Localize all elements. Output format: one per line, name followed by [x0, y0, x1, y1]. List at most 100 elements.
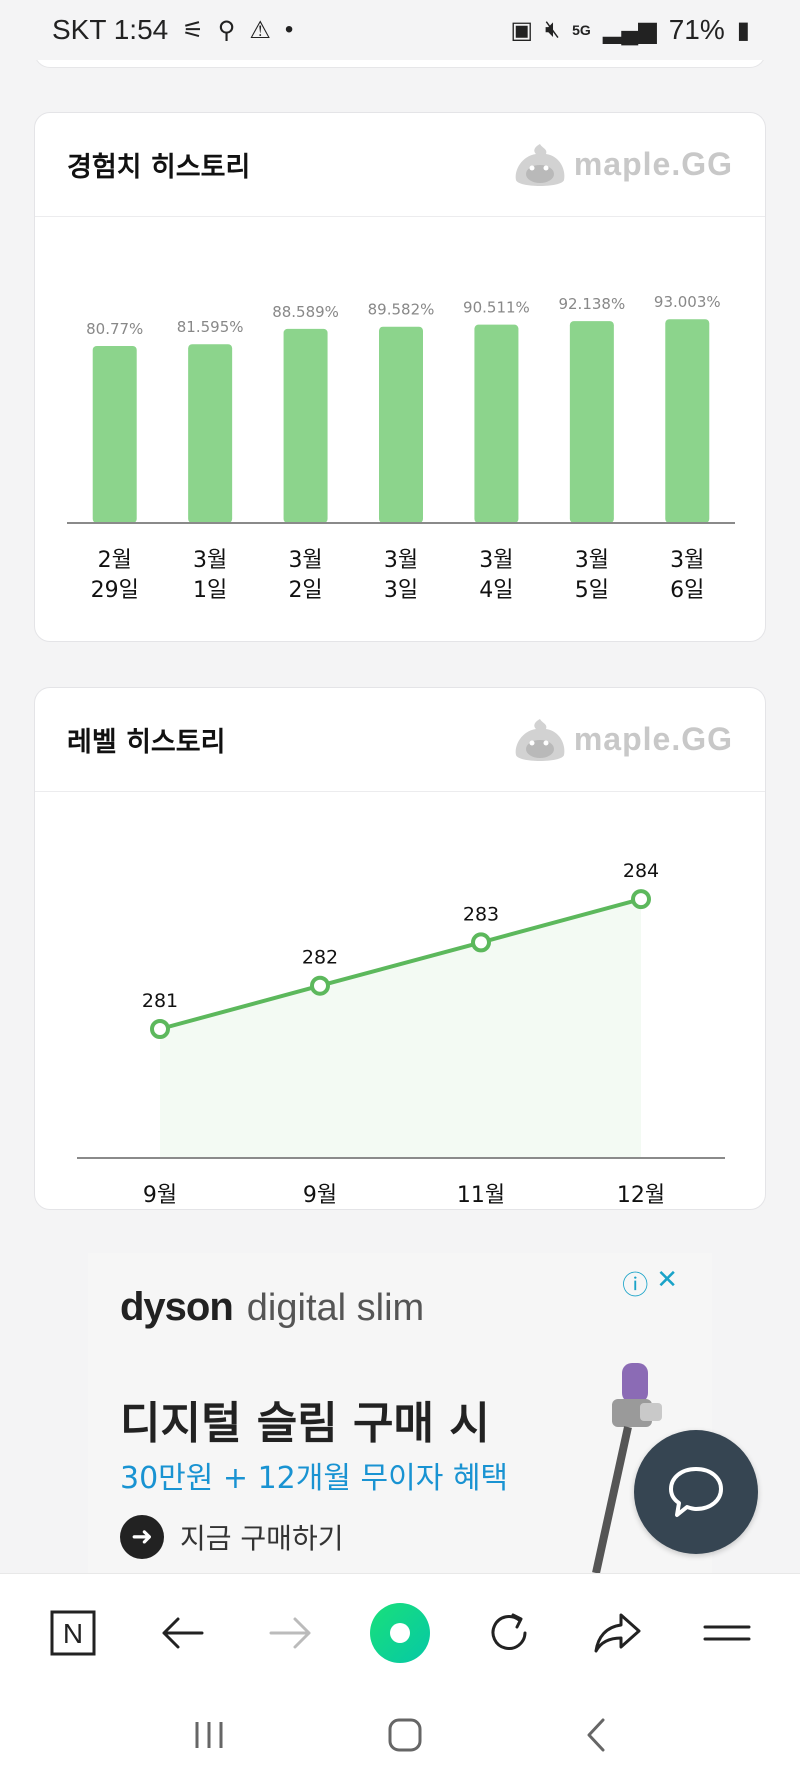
carrier-time: SKT 1:54: [52, 14, 169, 45]
network-type: 5G: [572, 22, 591, 38]
exp-bar: [283, 328, 328, 523]
exp-bar: [569, 321, 614, 523]
exp-bar: [188, 344, 233, 523]
arrow-right-icon: ➜: [120, 1515, 164, 1559]
signal-icon: ▂▄▆: [602, 16, 657, 44]
level-area-fill: [160, 899, 641, 1158]
exp-history-card: 경험치 히스토리 maple.GG 80.77% 2월 29일 81.595% 3월 1일…: [34, 112, 766, 642]
exp-card-header: 경험치 히스토리 maple.GG: [35, 113, 765, 217]
level-series-line: [159, 897, 642, 1031]
exp-value-label: 90.511%: [463, 299, 530, 317]
level-card-title: 레벨 히스토리: [67, 727, 226, 758]
exp-bar: [665, 319, 710, 523]
battery-icon: ▮: [736, 16, 750, 44]
ad-controls: ⓘ ✕: [622, 1265, 678, 1302]
green-dot-button[interactable]: [360, 1593, 440, 1673]
level-x-tick-label: 12월: [617, 1183, 665, 1208]
ad-close-icon[interactable]: ✕: [656, 1265, 678, 1295]
vacuum-cleaner-icon: [592, 1363, 662, 1573]
back-icon[interactable]: [581, 1716, 611, 1754]
exp-x-tick-label: 1일: [193, 578, 227, 603]
warning-icon: ⚠: [249, 16, 271, 44]
level-data-point: [631, 889, 651, 910]
forward-button[interactable]: [251, 1593, 331, 1673]
share-arrow-icon: [594, 1613, 641, 1652]
ad-headline: 디지털 슬림 구매 시: [120, 1398, 490, 1449]
level-data-point: [471, 932, 491, 953]
level-value-label: 282: [302, 947, 338, 969]
exp-x-tick-label: 2일: [288, 578, 322, 603]
ad-cta-button[interactable]: ➜ 지금 구매하기: [120, 1515, 343, 1559]
ad-info-icon[interactable]: ⓘ: [622, 1271, 649, 1301]
exp-card-title: 경험치 히스토리: [67, 152, 251, 183]
slime-icon: [515, 718, 565, 761]
dyson-ad-banner[interactable]: dyson digital slim ⓘ ✕ 디지털 슬림 구매 시 30만원 …: [88, 1253, 712, 1573]
level-card-header: 레벨 히스토리 maple.GG: [35, 688, 765, 792]
status-bar: SKT 1:54 ⚟ ⚲ ⚠ • ▣ 🔇︎ 5G ▂▄▆ 71% ▮: [0, 0, 800, 60]
level-value-label: 283: [463, 903, 499, 925]
maple-gg-logo: maple.GG: [512, 140, 733, 190]
ad-brand: dyson digital slim: [120, 1285, 424, 1330]
exp-x-tick-label: 3월: [575, 548, 609, 573]
hamburger-icon: [703, 1625, 751, 1640]
system-nav-bar: [0, 1691, 800, 1778]
exp-value-label: 92.138%: [558, 295, 625, 313]
exp-bar-chart: 80.77% 2월 29일 81.595% 3월 1일 88.589% 3월 2일 89.582%…: [67, 293, 735, 603]
menu-button[interactable]: [687, 1593, 767, 1673]
logo-text: maple.GG: [573, 146, 733, 182]
exp-value-label: 89.582%: [368, 301, 435, 319]
home-icon[interactable]: [386, 1716, 424, 1754]
ad-subline: 30만원 + 12개월 무이자 혜택: [120, 1461, 509, 1496]
exp-value-label: 88.589%: [272, 303, 339, 321]
reload-button[interactable]: [469, 1593, 549, 1673]
level-data-point: [150, 1019, 170, 1039]
exp-x-tick-label: 3월: [288, 548, 322, 573]
exp-x-tick-label: 3월: [670, 548, 704, 573]
exp-x-tick-label: 3일: [384, 578, 418, 603]
person-icon: ⚲: [217, 16, 236, 44]
maple-gg-logo: maple.GG: [512, 715, 733, 765]
exp-value-label: 80.77%: [86, 320, 143, 338]
mute-icon: 🔇︎: [545, 16, 561, 43]
share-button[interactable]: [578, 1593, 658, 1673]
exp-value-label: 81.595%: [177, 318, 244, 336]
exp-x-tick-label: 6일: [670, 578, 704, 603]
chat-button[interactable]: [634, 1430, 758, 1554]
exp-x-tick-label: 4일: [479, 578, 513, 603]
level-x-tick-label: 9월: [143, 1183, 177, 1208]
battery-percent: 71%: [668, 14, 725, 45]
logo-text: maple.GG: [573, 721, 733, 757]
naver-label: N: [62, 1618, 82, 1649]
naver-home-button[interactable]: N: [33, 1593, 113, 1673]
reload-icon: [491, 1613, 527, 1650]
ad-cta-label: 지금 구매하기: [180, 1522, 344, 1555]
naver-n-icon: N: [50, 1610, 96, 1655]
arrow-right-icon: [269, 1617, 311, 1648]
ad-brand-name: dyson: [120, 1285, 234, 1329]
ad-product-name: digital slim: [246, 1287, 425, 1329]
level-x-tick-label: 9월: [303, 1183, 337, 1208]
level-data-point: [310, 975, 330, 996]
level-line-chart: 2819월4일2829월17일28311월15일28412월26일: [77, 860, 725, 1208]
activity-icon: ⚟: [182, 16, 204, 44]
exp-x-tick-label: 29일: [91, 578, 139, 603]
green-dot-icon: [369, 1602, 430, 1663]
level-x-tick-label: 11월: [457, 1183, 505, 1208]
nfc-icon: ▣: [510, 16, 533, 44]
exp-bar: [92, 346, 137, 523]
exp-x-tick-label: 3월: [384, 548, 418, 573]
dot-icon: •: [284, 16, 294, 43]
exp-x-tick-label: 3월: [193, 548, 227, 573]
exp-bar: [474, 324, 519, 523]
browser-toolbar: N: [0, 1573, 800, 1691]
level-value-label: 281: [142, 990, 178, 1012]
back-button[interactable]: [142, 1593, 222, 1673]
recent-apps-icon[interactable]: [189, 1718, 229, 1752]
exp-value-label: 93.003%: [654, 293, 721, 311]
slime-icon: [515, 143, 565, 186]
exp-x-tick-label: 5일: [575, 578, 609, 603]
exp-bar: [379, 326, 423, 523]
exp-x-tick-label: 2월: [98, 548, 132, 573]
chat-bubble-icon: [669, 1467, 723, 1517]
level-history-card: 레벨 히스토리 maple.GG 2819월4일2829월17일28311월15…: [34, 687, 766, 1210]
